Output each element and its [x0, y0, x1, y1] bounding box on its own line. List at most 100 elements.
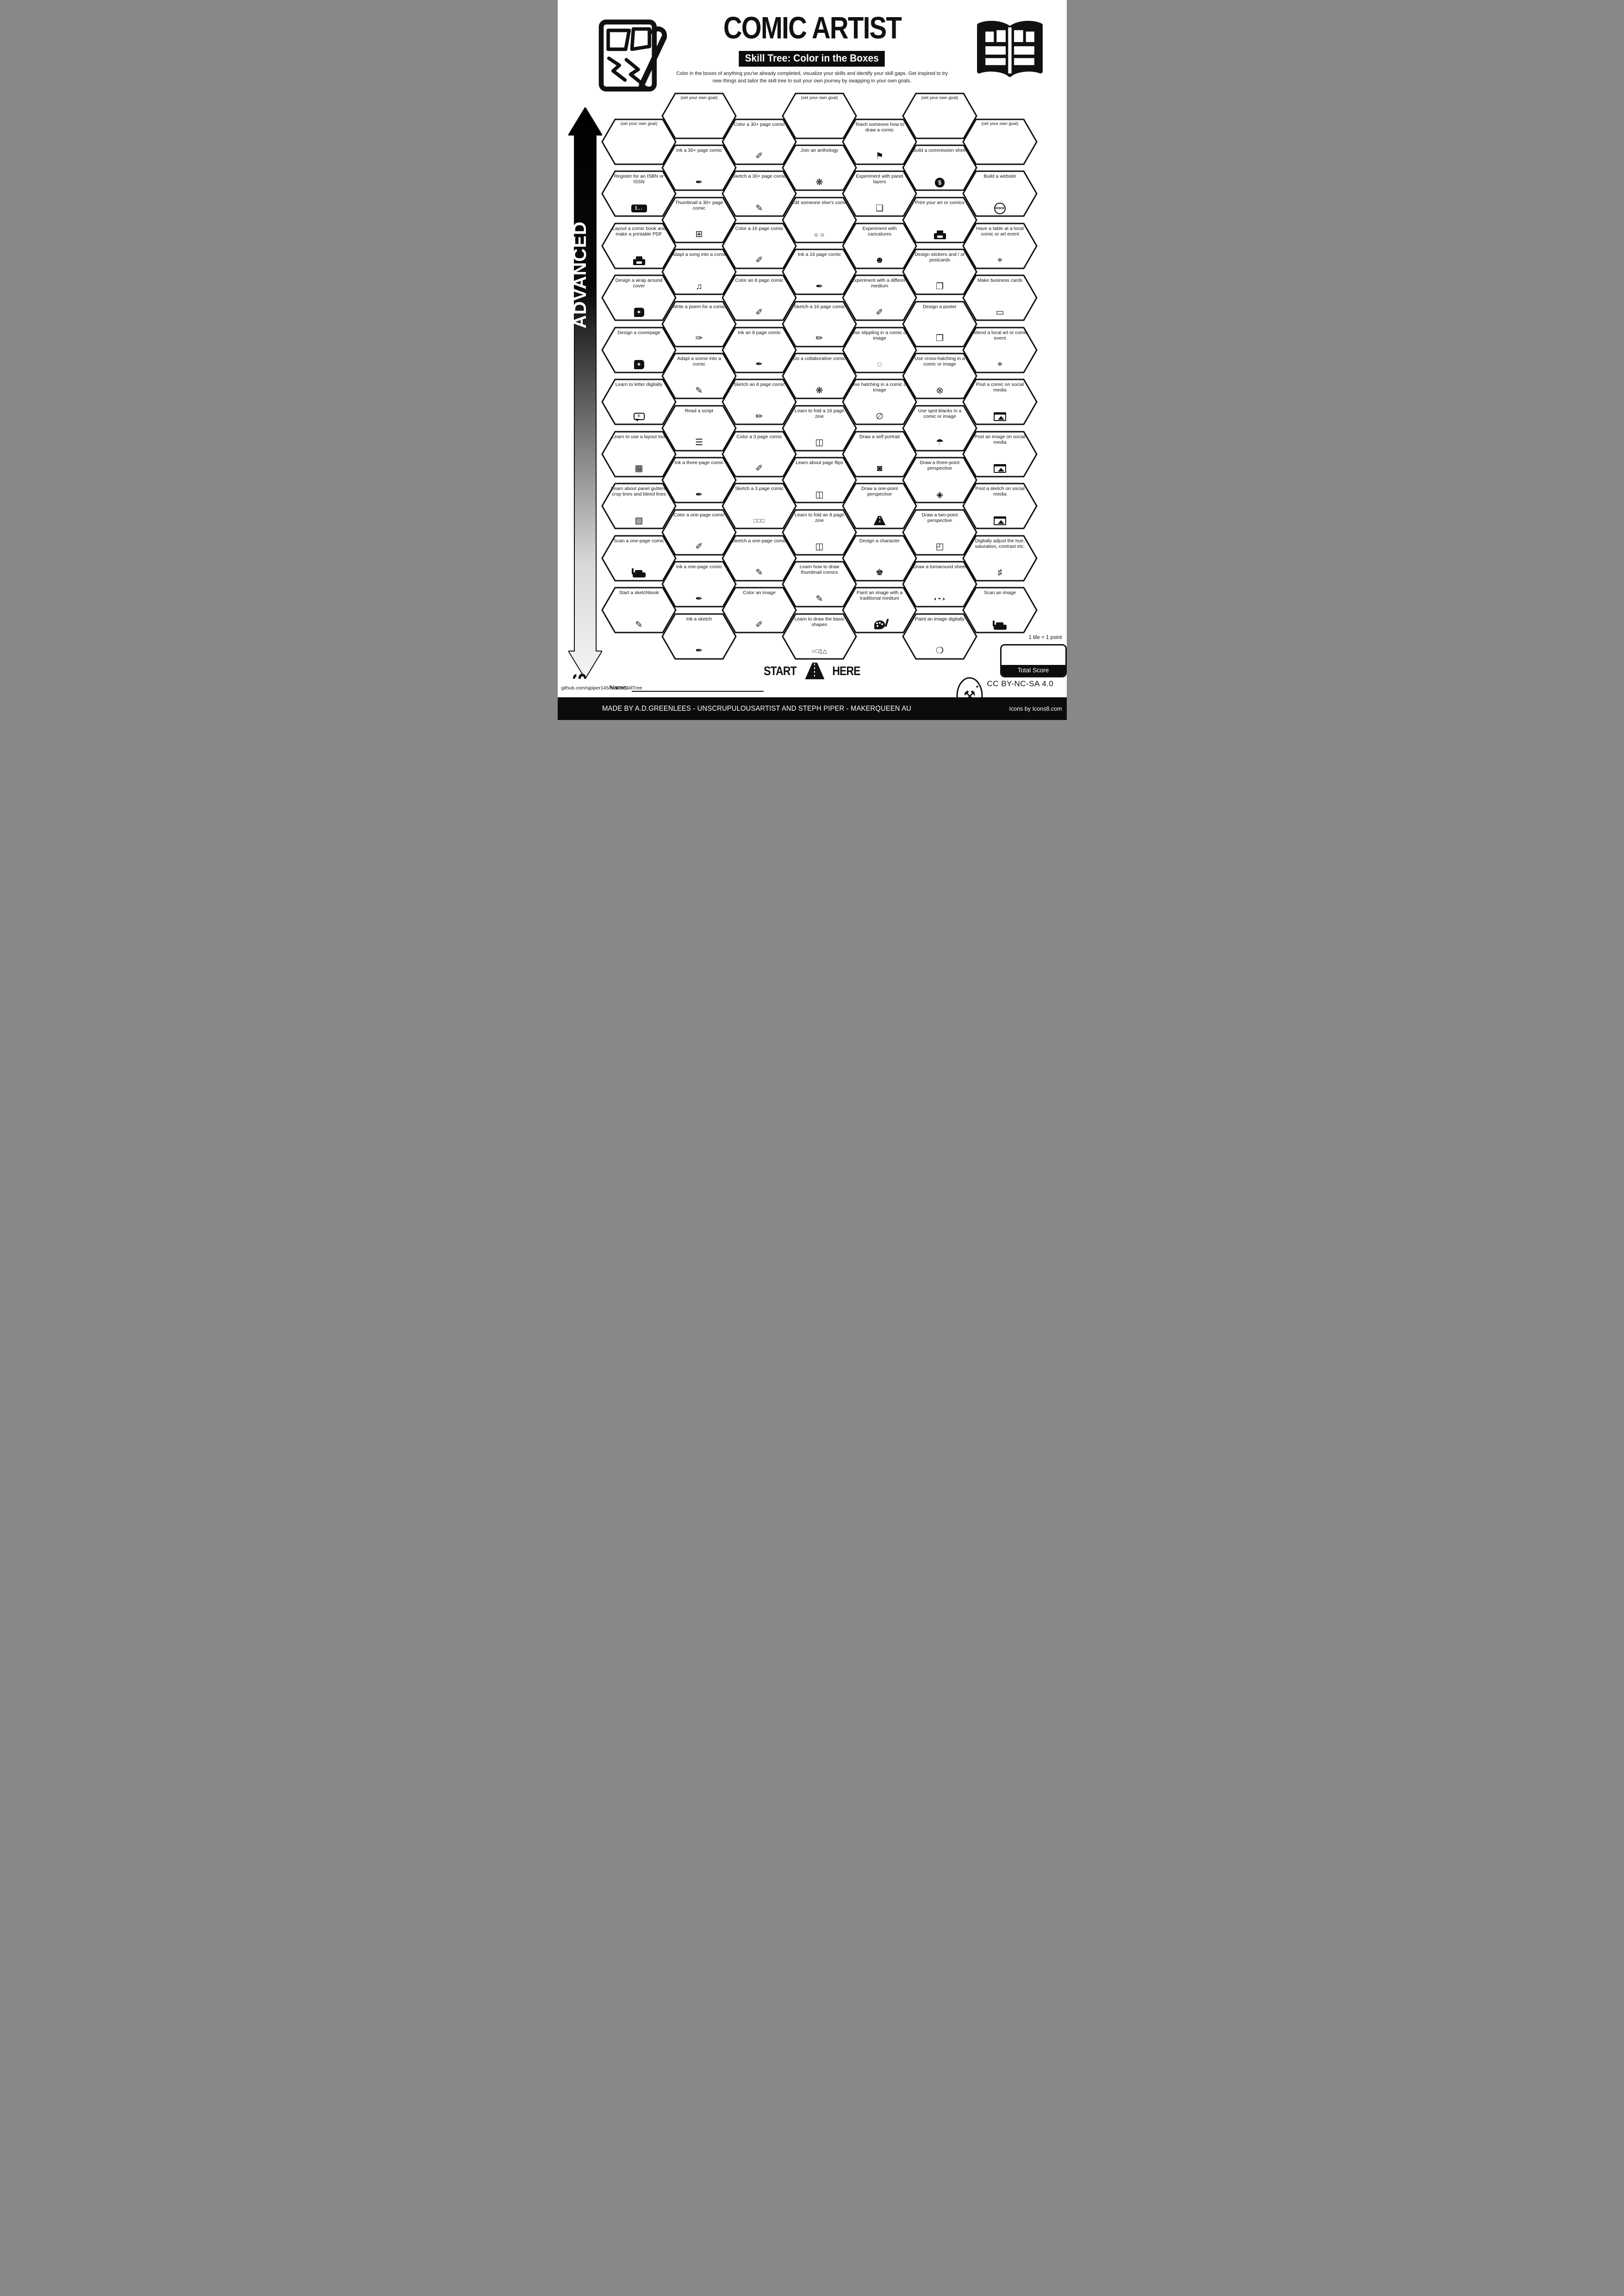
skill-hex[interactable]: Digitally adjust the hue, saturation, co…: [962, 534, 1038, 582]
skill-hex[interactable]: Learn to letter digitally ≡: [601, 378, 677, 426]
skill-hex[interactable]: Learn about page flips ◫: [782, 456, 857, 504]
skill-hex[interactable]: Build a website www: [962, 170, 1038, 217]
rail-advanced-label: ADVANCED: [570, 221, 590, 329]
skill-hex[interactable]: Adapt a song into a comic ♫: [661, 248, 737, 296]
skill-hex[interactable]: Use cross-hatching in a comic or image ⊗: [902, 352, 977, 400]
skill-hex[interactable]: Design a character ♚: [842, 534, 917, 582]
skill-hex[interactable]: Sketch a 16 page comic ✏: [782, 300, 857, 348]
skill-hex[interactable]: Draw a self portrait ◙: [842, 430, 917, 478]
name-input-line[interactable]: [631, 691, 764, 692]
skill-hex[interactable]: Color an 8 page comic ✐: [722, 274, 797, 322]
goal-hex[interactable]: (set your own goal): [962, 118, 1038, 166]
skill-hex[interactable]: Ink a sketch ✒: [661, 613, 737, 660]
skill-hex[interactable]: Do a collaborative comic ❋: [782, 352, 857, 400]
skill-hex[interactable]: Teach someone how to draw a comic ⚑: [842, 118, 917, 166]
ink-bottle-icon: ✒: [815, 281, 823, 292]
hexagon-outline: [902, 248, 977, 295]
skill-hex[interactable]: Edit someone else's comic ☺☺: [782, 196, 857, 244]
poster-icon: ❒: [935, 334, 944, 343]
skill-hex[interactable]: Sketch a 30+ page comic ✎: [722, 170, 797, 217]
skill-hex[interactable]: Learn to use a layout tool ▦: [601, 430, 677, 478]
hexagon-outline: [962, 118, 1038, 165]
skill-hex[interactable]: Attend a local art or comic event ⌖: [962, 326, 1038, 374]
skill-hex[interactable]: Paint an image digitally ❍: [902, 613, 977, 660]
skill-hex[interactable]: Draw a one-point perspective: [842, 482, 917, 530]
skill-hex[interactable]: Post a sketch on social media: [962, 482, 1038, 530]
goal-hex[interactable]: (set your own goal): [782, 92, 857, 140]
goal-hex[interactable]: (set your own goal): [661, 92, 737, 140]
skill-hex[interactable]: Paint an image with a traditional medium: [842, 586, 917, 634]
skill-hex[interactable]: Color a 30+ page comic ✐: [722, 118, 797, 166]
skill-hex-grid: (set your own goal) Register for an ISBN …: [558, 0, 1067, 720]
skill-hex[interactable]: Learn to draw the basic shapes ○□▯△: [782, 613, 857, 660]
skill-hex[interactable]: Learn to fold an 8 page zine ◫: [782, 509, 857, 556]
skill-hex[interactable]: Use hatching in a comic or image ∅: [842, 378, 917, 426]
skill-hex[interactable]: Start a sketchbook ✎: [601, 586, 677, 634]
hexagon-outline: [722, 483, 797, 529]
skill-hex[interactable]: Draw a three-point perspective ◈: [902, 456, 977, 504]
skill-hex[interactable]: Register for an ISBN or ISSN 1..: [601, 170, 677, 217]
skill-label: Color a 16 page comic: [735, 226, 784, 231]
skill-hex[interactable]: Scan an image: [962, 586, 1038, 634]
skill-hex[interactable]: Thumbnail a 30+ page comic ⊞: [661, 196, 737, 244]
skill-hex[interactable]: Design a coverpage ✦: [601, 326, 677, 374]
skill-hex[interactable]: Experiment with a different medium ✐: [842, 274, 917, 322]
skill-hex[interactable]: Post an image on social media: [962, 430, 1038, 478]
skill-icon-holder: ◰: [902, 540, 977, 553]
goal-hex[interactable]: (set your own goal): [601, 118, 677, 166]
sketch-page-icon: ✎: [695, 385, 703, 396]
money-bag-icon: $: [935, 177, 945, 187]
skill-hex[interactable]: Read a script ☰: [661, 404, 737, 452]
skill-hex[interactable]: Sketch a 3 page comic □□□: [722, 482, 797, 530]
skill-hex[interactable]: Post a comic on social media: [962, 378, 1038, 426]
skill-icon-holder: ✒: [782, 280, 857, 293]
skill-hex[interactable]: Draw a turnaround sheet ◐◓◑: [902, 560, 977, 608]
skill-hex[interactable]: Design a poster ❒: [902, 300, 977, 348]
skill-hex[interactable]: Build a commission sheet $: [902, 144, 977, 192]
skill-hex[interactable]: Experiment with panel layers ❏: [842, 170, 917, 217]
skill-icon-holder: $: [902, 176, 977, 189]
skill-hex[interactable]: Use spot-blacks in a comic or image ☂: [902, 404, 977, 452]
skill-hex[interactable]: Design a wrap around cover ✦: [601, 274, 677, 322]
skill-hex[interactable]: Color a 16 page comic ✐: [722, 222, 797, 270]
ink-bottle-icon: ✒: [695, 490, 703, 500]
paintbrush-icon: ✐: [755, 255, 763, 265]
hexagon-outline: [962, 483, 1038, 529]
skill-hex[interactable]: Have a table at a local comic or art eve…: [962, 222, 1038, 270]
skill-hex[interactable]: Ink a 30+ page comic ✒: [661, 144, 737, 192]
skill-label: Learn to use a layout tool: [612, 434, 666, 440]
skill-hex[interactable]: Learn to fold a 16 page zine ◫: [782, 404, 857, 452]
skill-hex[interactable]: Draw a two-point perspective ◰: [902, 509, 977, 556]
hexagon-outline: [782, 457, 857, 503]
skill-hex[interactable]: Design stickers and / or postcards ❐: [902, 248, 977, 296]
skill-hex[interactable]: Ink an 8 page comic ✒: [722, 326, 797, 374]
total-score-box[interactable]: Total Score: [1000, 644, 1067, 677]
skill-hex[interactable]: Color a one-page comic ✐: [661, 509, 737, 556]
skill-hex[interactable]: Write a poem for a comic ✑: [661, 300, 737, 348]
skill-hex[interactable]: Sketch an 8 page comic ✏: [722, 378, 797, 426]
skill-hex[interactable]: Color an image ✐: [722, 586, 797, 634]
skill-hex[interactable]: Print your art or comics: [902, 196, 977, 244]
skill-hex[interactable]: Join an anthology ❋: [782, 144, 857, 192]
skill-hex[interactable]: Learn how to draw thumbnail comics ✎: [782, 560, 857, 608]
skill-hex[interactable]: Layout a comic book and make a printable…: [601, 222, 677, 270]
skill-icon-holder: ❏: [842, 202, 917, 215]
skill-hex[interactable]: Learn about panel gutters, crop lines an…: [601, 482, 677, 530]
paintbrush-icon: ✐: [695, 542, 703, 552]
skill-hex[interactable]: Scan a one-page comic: [601, 534, 677, 582]
skill-hex[interactable]: Sketch a one-page comic ✎: [722, 534, 797, 582]
skill-hex[interactable]: Ink a 16 page comic ✒: [782, 248, 857, 296]
skill-hex[interactable]: Ink a three-page comic ✒: [661, 456, 737, 504]
goal-hex[interactable]: (set your own goal): [902, 92, 977, 140]
skill-icon-holder: ≡: [601, 410, 677, 423]
skill-label: Sketch a 16 page comic: [794, 304, 845, 310]
skill-hex[interactable]: Experiment with caricatures ☻: [842, 222, 917, 270]
skill-hex[interactable]: Make business cards ▭: [962, 274, 1038, 322]
skill-label: Layout a comic book and make a printable…: [612, 226, 666, 237]
skill-hex[interactable]: Adapt a scene into a comic ✎: [661, 352, 737, 400]
skill-hex[interactable]: Color a 3 page comic ✐: [722, 430, 797, 478]
skill-hex[interactable]: Ink a one-page comic ✒: [661, 560, 737, 608]
skill-label: Draw a three-point perspective: [920, 460, 960, 472]
skill-label: Color an 8 page comic: [735, 278, 784, 283]
skill-hex[interactable]: Use stippling in a comic or image ◌: [842, 326, 917, 374]
